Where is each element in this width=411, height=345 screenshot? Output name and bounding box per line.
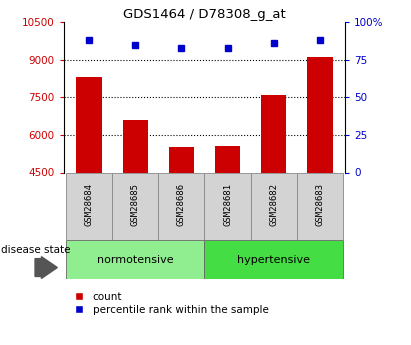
Text: GSM28684: GSM28684: [85, 183, 94, 226]
Title: GDS1464 / D78308_g_at: GDS1464 / D78308_g_at: [123, 8, 286, 21]
Bar: [307, 57, 332, 172]
Bar: [205, 240, 343, 279]
Text: hypertensive: hypertensive: [237, 255, 310, 265]
Text: normotensive: normotensive: [97, 255, 173, 265]
Bar: [251, 172, 297, 240]
Bar: [112, 172, 158, 240]
Bar: [158, 172, 205, 240]
Legend: count, percentile rank within the sample: count, percentile rank within the sample: [69, 292, 269, 315]
Text: GSM28685: GSM28685: [131, 183, 140, 226]
Bar: [297, 172, 343, 240]
FancyArrow shape: [35, 257, 57, 278]
Text: disease state: disease state: [1, 245, 71, 255]
Text: GSM28683: GSM28683: [315, 183, 324, 226]
Bar: [66, 172, 112, 240]
Text: GSM28681: GSM28681: [223, 183, 232, 226]
Bar: [215, 146, 240, 172]
Text: GSM28686: GSM28686: [177, 183, 186, 226]
Bar: [169, 148, 194, 172]
Text: GSM28682: GSM28682: [269, 183, 278, 226]
Bar: [261, 95, 286, 172]
Bar: [122, 120, 148, 172]
Bar: [66, 240, 205, 279]
Bar: [205, 172, 251, 240]
Bar: [76, 77, 102, 172]
